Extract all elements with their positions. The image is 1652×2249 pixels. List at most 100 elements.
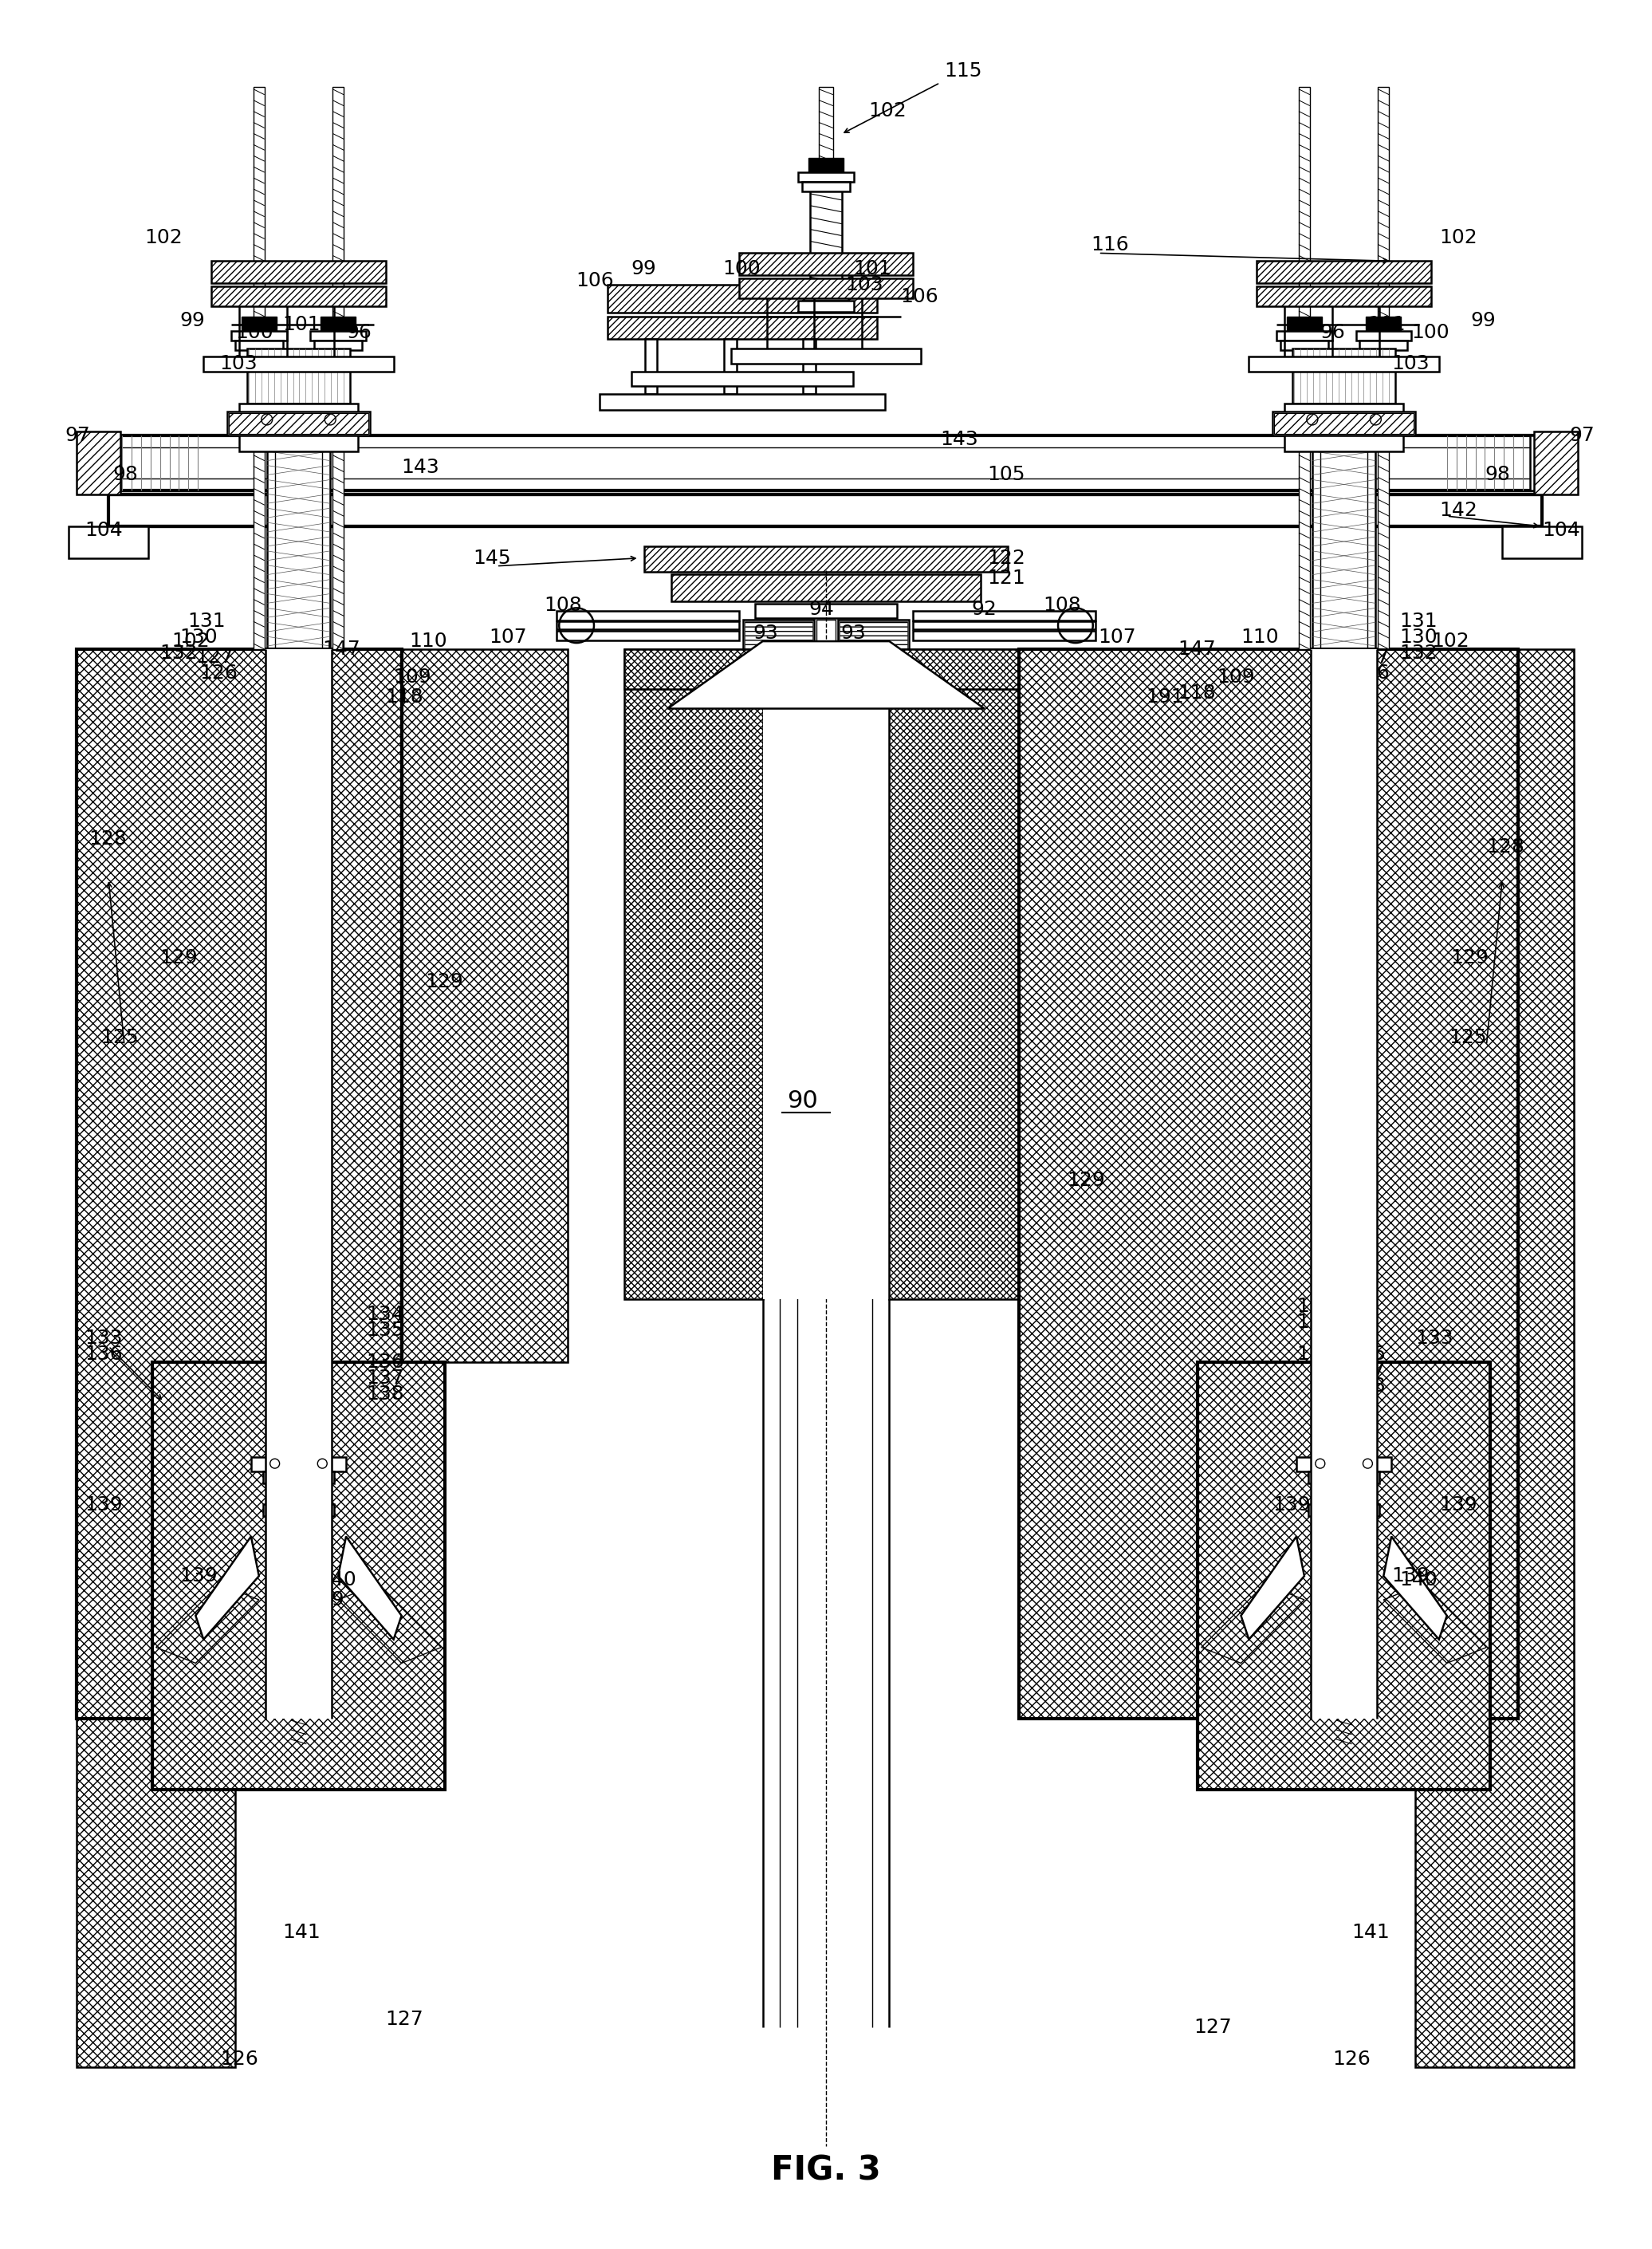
Text: 129: 129	[425, 972, 463, 992]
Bar	[745, 621, 813, 670]
Bar	[240, 403, 358, 452]
Bar	[1298, 88, 1310, 650]
Text: 135: 135	[1297, 1313, 1335, 1331]
Bar	[557, 621, 738, 630]
Bar	[76, 432, 121, 495]
Bar	[241, 317, 276, 331]
Text: 140: 140	[1399, 1570, 1437, 1590]
Bar	[1378, 88, 1389, 650]
Text: 101: 101	[1368, 315, 1406, 335]
Bar	[1257, 286, 1431, 306]
Bar	[798, 301, 854, 313]
Bar	[608, 317, 877, 340]
Text: 139: 139	[1391, 1568, 1429, 1586]
Text: 104: 104	[84, 522, 122, 540]
Text: 126: 126	[1351, 663, 1389, 681]
Text: 139: 139	[307, 1590, 345, 1610]
Bar	[251, 1457, 345, 1471]
Bar	[631, 371, 852, 387]
Text: 100: 100	[1411, 324, 1449, 342]
Polygon shape	[1383, 1536, 1447, 1640]
Bar	[1535, 432, 1578, 495]
Text: 136: 136	[84, 1345, 122, 1363]
Bar	[724, 340, 737, 394]
Text: 103: 103	[220, 355, 258, 373]
Bar	[109, 495, 1541, 526]
Text: 96: 96	[345, 324, 372, 342]
Bar	[889, 650, 1028, 688]
Text: 129: 129	[1067, 1169, 1105, 1190]
Bar	[738, 279, 914, 299]
Text: 145: 145	[472, 549, 510, 567]
Bar	[1312, 380, 1376, 650]
Bar	[1308, 1505, 1379, 1516]
Bar	[271, 1493, 327, 1505]
Text: 126: 126	[1333, 2049, 1371, 2069]
Bar	[230, 414, 368, 434]
Text: 129: 129	[160, 949, 198, 967]
Bar	[1292, 349, 1396, 403]
Text: 99: 99	[631, 259, 656, 279]
Text: 118: 118	[1178, 684, 1216, 702]
Bar	[1308, 1471, 1379, 1484]
Text: 143: 143	[401, 457, 439, 477]
Text: 107: 107	[1099, 627, 1137, 648]
Text: 140: 140	[319, 1570, 357, 1590]
Bar	[311, 331, 365, 340]
Text: 101: 101	[282, 315, 320, 335]
Text: 136: 136	[1348, 1345, 1386, 1363]
Bar	[1530, 436, 1541, 490]
Bar	[1297, 1457, 1391, 1471]
Text: 107: 107	[489, 627, 527, 648]
Text: 106: 106	[577, 272, 615, 290]
Text: 109: 109	[393, 668, 431, 686]
Bar	[557, 632, 738, 641]
Text: 139: 139	[1272, 1496, 1310, 1514]
Text: 134: 134	[365, 1304, 405, 1325]
Bar	[1366, 317, 1401, 331]
Bar	[755, 605, 897, 618]
Text: 142: 142	[1439, 502, 1477, 520]
Text: 141: 141	[282, 1923, 320, 1943]
Bar	[809, 166, 843, 288]
Bar	[235, 340, 282, 351]
Bar	[109, 436, 121, 490]
Bar	[203, 355, 393, 371]
Text: 93: 93	[841, 623, 866, 643]
Bar	[608, 286, 877, 313]
Polygon shape	[339, 1583, 441, 1664]
Polygon shape	[155, 1583, 259, 1664]
Bar	[281, 1484, 316, 1493]
Text: 108: 108	[544, 596, 582, 616]
Polygon shape	[1241, 1536, 1305, 1640]
Text: 127: 127	[1193, 2017, 1231, 2038]
Text: 116: 116	[1090, 236, 1128, 254]
Text: 147: 147	[1178, 639, 1216, 659]
Bar	[1257, 261, 1431, 283]
Bar	[1287, 317, 1322, 331]
Text: 109: 109	[1218, 668, 1256, 686]
Text: 98: 98	[1485, 466, 1510, 484]
Bar	[889, 650, 1028, 1298]
Bar	[69, 526, 149, 558]
Text: 135: 135	[365, 1320, 403, 1340]
Text: 143: 143	[940, 430, 978, 450]
Polygon shape	[339, 1536, 401, 1640]
Bar	[839, 621, 907, 670]
Bar	[1274, 414, 1414, 434]
Text: 128: 128	[1487, 837, 1525, 857]
Bar	[644, 672, 1008, 708]
Text: 102: 102	[1439, 227, 1477, 247]
Bar	[1416, 650, 1574, 2067]
Polygon shape	[195, 1536, 259, 1640]
Text: 126: 126	[200, 663, 238, 681]
Bar	[644, 340, 657, 394]
Text: 104: 104	[1541, 522, 1579, 540]
Text: 128: 128	[89, 830, 127, 848]
Bar	[1320, 650, 1368, 1354]
Bar	[644, 547, 1008, 571]
Text: 131: 131	[1399, 612, 1437, 632]
Text: 91: 91	[299, 654, 324, 675]
Text: 132: 132	[1399, 643, 1437, 663]
Bar	[803, 340, 816, 394]
